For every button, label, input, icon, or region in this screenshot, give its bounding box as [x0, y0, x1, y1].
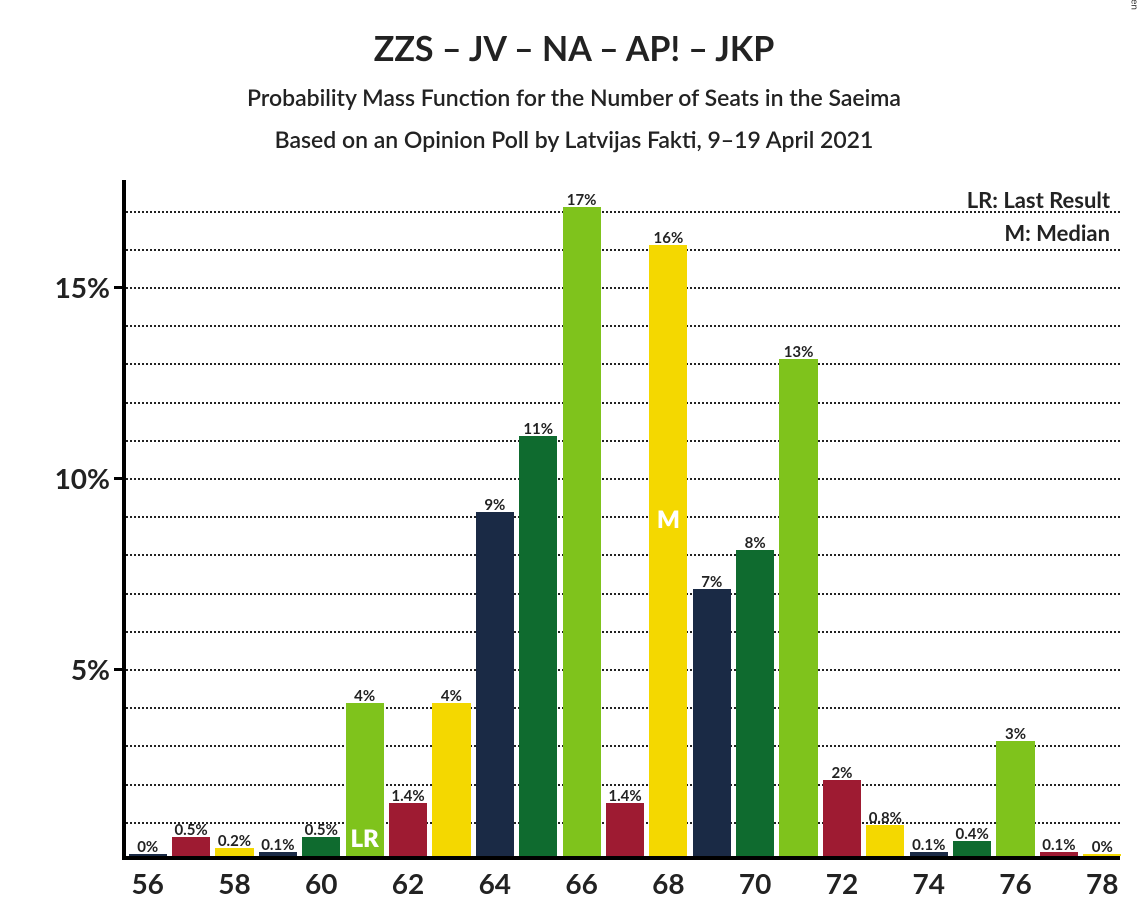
- chart-subtitle-1: Probability Mass Function for the Number…: [0, 83, 1148, 111]
- bar: [649, 245, 687, 856]
- x-axis-label: 72: [826, 856, 858, 900]
- bar-value-label: 13%: [784, 343, 814, 363]
- bar-value-label: 1.4%: [608, 787, 641, 807]
- bar: [389, 803, 427, 856]
- titles-block: ZZS – JV – NA – AP! – JKP Probability Mas…: [0, 28, 1148, 153]
- chart-container: © 2021 Filip van Laenen ZZS – JV – NA – …: [0, 0, 1148, 924]
- chart-subtitle-2: Based on an Opinion Poll by Latvijas Fak…: [0, 125, 1148, 153]
- bar: [519, 436, 557, 856]
- bar: [996, 741, 1034, 856]
- gridline: [126, 402, 1120, 404]
- bar-value-label: 11%: [523, 420, 553, 440]
- gridline: [126, 363, 1120, 365]
- x-axis-label: 60: [305, 856, 337, 900]
- gridline: [126, 593, 1120, 595]
- gridline: [126, 211, 1120, 213]
- gridline: [126, 287, 1120, 289]
- gridline: [126, 745, 1120, 747]
- chart-title: ZZS – JV – NA – AP! – JKP: [0, 28, 1148, 69]
- bar-value-label: 0%: [137, 838, 158, 858]
- gridline: [126, 631, 1120, 633]
- x-axis-label: 74: [912, 856, 944, 900]
- gridline: [126, 669, 1120, 671]
- bar-value-label: 0%: [1092, 838, 1113, 858]
- bar-value-label: 0.2%: [218, 832, 251, 852]
- bar: [563, 207, 601, 856]
- legend-lr: LR: Last Result: [967, 186, 1110, 213]
- bar: [693, 589, 731, 856]
- x-axis-label: 78: [1086, 856, 1118, 900]
- gridline: [126, 784, 1120, 786]
- bar-value-label: 0.1%: [912, 836, 945, 856]
- x-axis-label: 68: [652, 856, 684, 900]
- bar-value-label: 0.4%: [955, 825, 988, 845]
- bar-value-label: 0.5%: [174, 821, 207, 841]
- x-axis-label: 70: [739, 856, 771, 900]
- x-axis-label: 58: [218, 856, 250, 900]
- y-axis-label: 5%: [71, 652, 126, 686]
- bar: [606, 803, 644, 856]
- bar-value-label: 0.1%: [261, 836, 294, 856]
- copyright-text: © 2021 Filip van Laenen: [1128, 0, 1140, 10]
- gridline: [126, 478, 1120, 480]
- bar-value-label: 0.1%: [1042, 836, 1075, 856]
- bar-value-label: 4%: [354, 687, 375, 707]
- y-axis-label: 10%: [55, 461, 126, 495]
- bar-value-label: 4%: [441, 687, 462, 707]
- x-axis-label: 62: [392, 856, 424, 900]
- y-axis-label: 15%: [55, 270, 126, 304]
- x-axis-label: 64: [479, 856, 511, 900]
- bar: [432, 703, 470, 856]
- bar-value-label: 8%: [745, 534, 766, 554]
- legend-m: M: Median: [967, 219, 1110, 246]
- bar: [736, 550, 774, 856]
- bar-value-label: 7%: [701, 573, 722, 593]
- gridline: [126, 325, 1120, 327]
- x-axis-label: 56: [131, 856, 163, 900]
- bar-value-label: 17%: [567, 191, 597, 211]
- bar: [476, 512, 514, 856]
- bar-value-label: 0.8%: [869, 809, 902, 829]
- bar: [823, 780, 861, 856]
- bar: [779, 359, 817, 856]
- median-marker: M: [657, 505, 680, 534]
- bar-value-label: 3%: [1005, 725, 1026, 745]
- bar-value-label: 0.5%: [305, 821, 338, 841]
- gridline: [126, 249, 1120, 251]
- plot-area: LR: Last Result M: Median 5%10%15%565860…: [122, 180, 1120, 860]
- x-axis-label: 76: [999, 856, 1031, 900]
- gridline: [126, 516, 1120, 518]
- bar-value-label: 9%: [484, 496, 505, 516]
- gridline: [126, 707, 1120, 709]
- x-axis-label: 66: [565, 856, 597, 900]
- gridline: [126, 440, 1120, 442]
- gridline: [126, 554, 1120, 556]
- legend: LR: Last Result M: Median: [967, 186, 1110, 252]
- bar-value-label: 16%: [654, 229, 684, 249]
- bar-value-label: 2%: [831, 764, 852, 784]
- bar: [866, 825, 904, 856]
- bar-value-label: 1.4%: [391, 787, 424, 807]
- last-result-marker: LR: [350, 824, 378, 853]
